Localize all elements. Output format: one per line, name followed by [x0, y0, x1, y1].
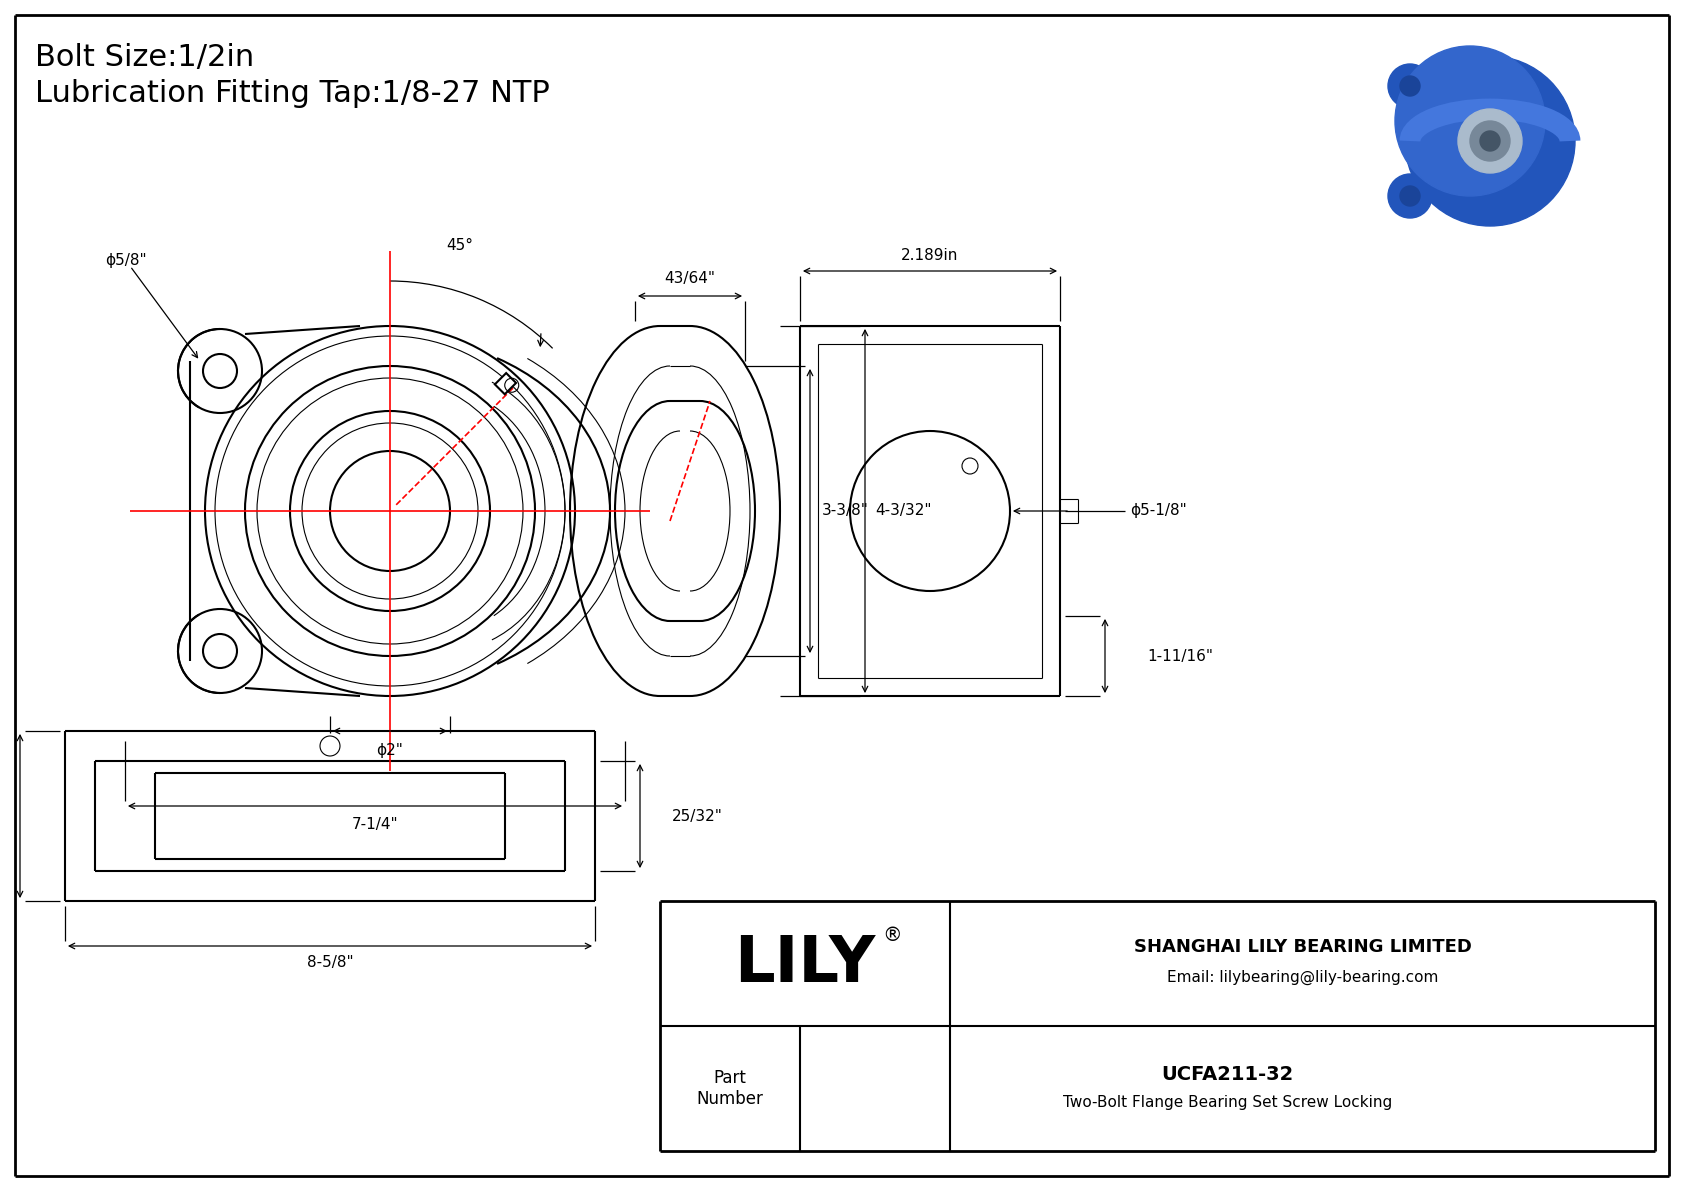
Circle shape	[1458, 110, 1522, 173]
Text: Email: lilybearing@lily-bearing.com: Email: lilybearing@lily-bearing.com	[1167, 969, 1438, 985]
Text: LILY: LILY	[734, 933, 876, 994]
Circle shape	[1394, 46, 1544, 197]
Text: ϕ5-1/8": ϕ5-1/8"	[1130, 504, 1187, 518]
Circle shape	[1399, 186, 1420, 206]
Text: 4-3/32": 4-3/32"	[874, 504, 931, 518]
Text: UCFA211-32: UCFA211-32	[1162, 1065, 1293, 1084]
Bar	[495, 373, 515, 394]
Text: 25/32": 25/32"	[672, 809, 722, 823]
Text: 45°: 45°	[446, 238, 473, 254]
Circle shape	[1480, 131, 1500, 151]
Text: 43/64": 43/64"	[665, 270, 716, 286]
Text: 2.189in: 2.189in	[901, 248, 958, 262]
Text: Two-Bolt Flange Bearing Set Screw Locking: Two-Bolt Flange Bearing Set Screw Lockin…	[1063, 1095, 1393, 1110]
Circle shape	[1388, 174, 1431, 218]
Text: ®: ®	[882, 925, 903, 944]
Text: ϕ5/8": ϕ5/8"	[104, 254, 147, 268]
Text: ϕ2": ϕ2"	[377, 743, 404, 759]
Text: 1-11/16": 1-11/16"	[1147, 649, 1212, 663]
Circle shape	[1470, 121, 1511, 161]
Text: 8-5/8": 8-5/8"	[306, 954, 354, 969]
Text: Bolt Size:1/2in: Bolt Size:1/2in	[35, 43, 254, 71]
Text: Lubrication Fitting Tap:1/8-27 NTP: Lubrication Fitting Tap:1/8-27 NTP	[35, 79, 549, 108]
Text: 3-3/8": 3-3/8"	[822, 504, 869, 518]
Text: SHANGHAI LILY BEARING LIMITED: SHANGHAI LILY BEARING LIMITED	[1133, 939, 1472, 956]
Circle shape	[1388, 64, 1431, 108]
Text: 7-1/4": 7-1/4"	[352, 817, 399, 831]
Circle shape	[1399, 76, 1420, 96]
Text: Part
Number: Part Number	[697, 1070, 763, 1108]
Circle shape	[1404, 56, 1575, 226]
